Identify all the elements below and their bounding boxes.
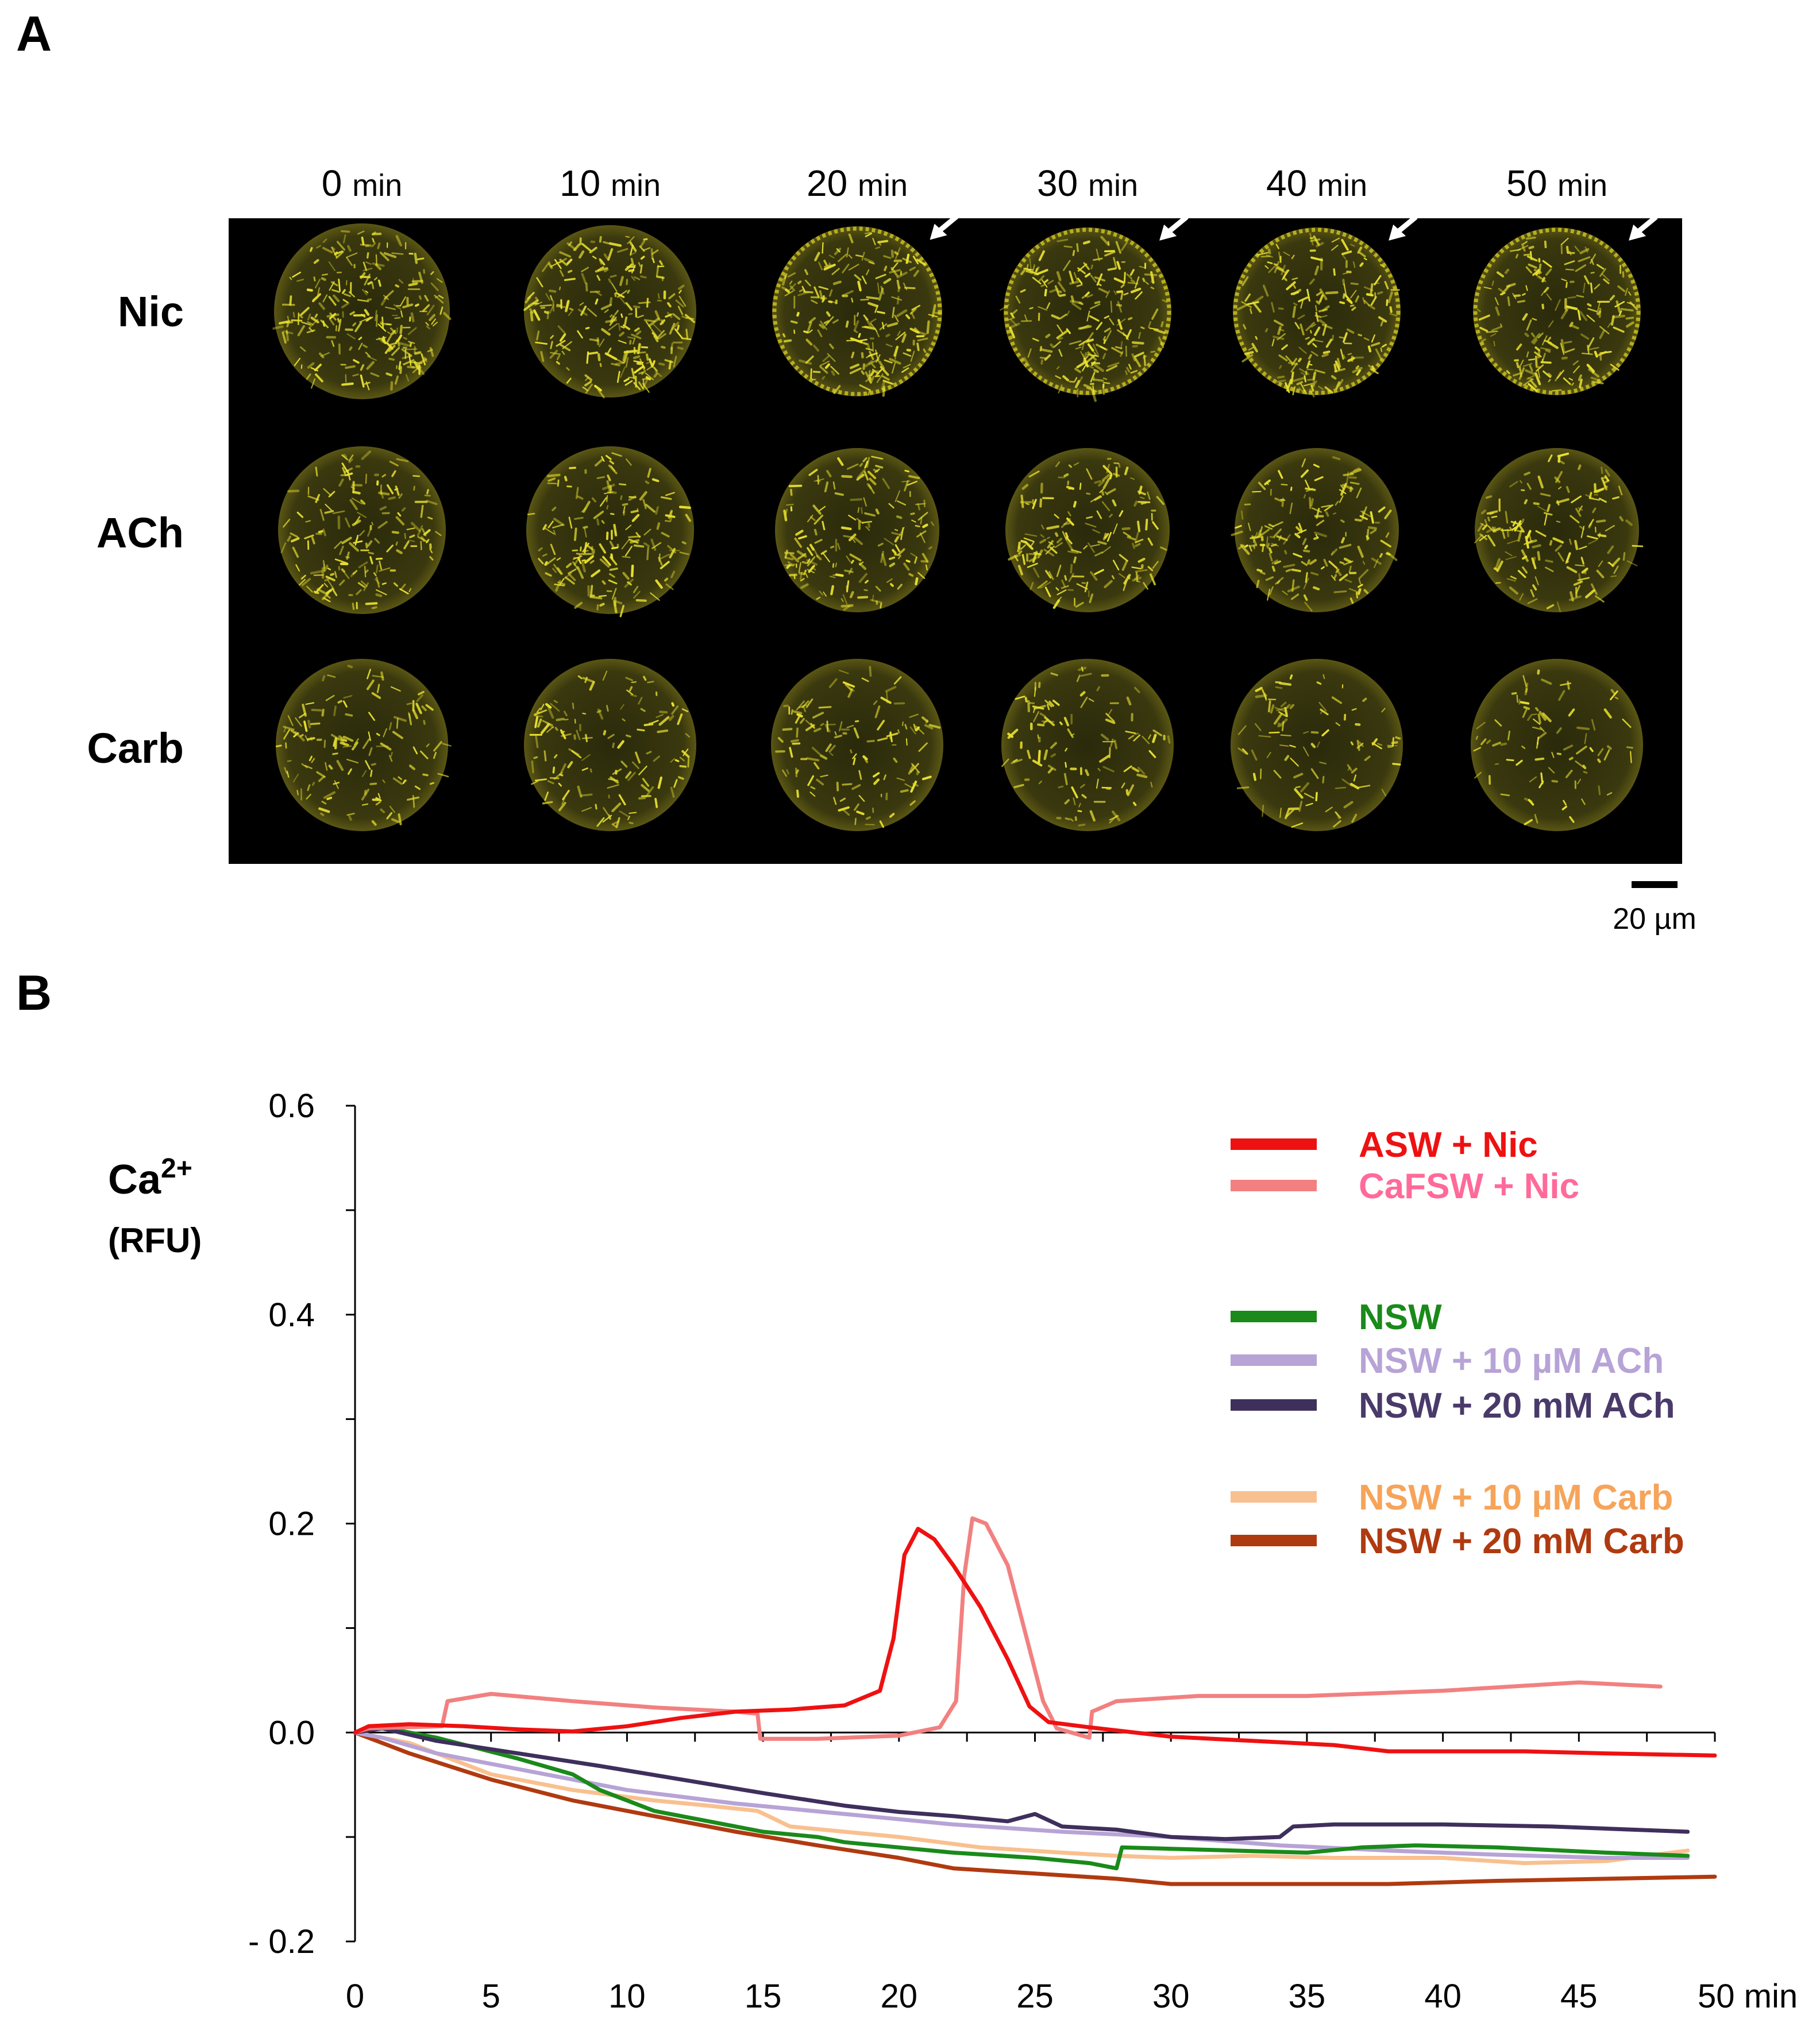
arrow-icon (1389, 218, 1418, 241)
x-tick-label: 20 (881, 1978, 918, 2015)
row-label-nic: Nic (117, 288, 184, 335)
x-tick-label: 5 (482, 1978, 500, 2015)
y-tick-label: 0.0 (268, 1714, 315, 1751)
series-line-cafsw-nic (353, 1516, 1663, 1741)
legend-entry: NSW + 20 mM Carb (1359, 1522, 1684, 1561)
disc-nic-10-min (523, 225, 696, 399)
panel-b-label: B (16, 966, 52, 1021)
time-label-10-min: 10 min (560, 163, 661, 204)
arrow-icon (1159, 218, 1189, 241)
legend-entry: NSW + 10 µM Carb (1359, 1478, 1673, 1518)
series-line-nsw-10-m-carb (353, 1730, 1690, 1866)
chart-series (353, 1516, 1717, 1886)
microscopy-image (272, 218, 1658, 831)
time-label-0-min: 0 min (321, 163, 403, 204)
scale-bar-label: 20 µm (1613, 902, 1696, 936)
disc-nic-0-min (272, 223, 452, 399)
legend-entry: NSW + 20 mM ACh (1359, 1386, 1675, 1426)
disc-carb-40-min (1231, 659, 1403, 831)
x-tick-label: 15 (745, 1978, 782, 2015)
disc-ach-30-min (1005, 448, 1170, 612)
disc-nic-20-min (772, 218, 959, 397)
disc-carb-50-min (1471, 659, 1643, 831)
legend-entry: ASW + Nic (1359, 1125, 1538, 1165)
disc-nic-50-min (1473, 218, 1658, 395)
legend-entry: NSW + 10 µM ACh (1359, 1341, 1664, 1381)
disc-carb-0-min (275, 659, 452, 831)
disc-ach-10-min (526, 446, 694, 617)
time-label-20-min: 20 min (807, 163, 908, 204)
series-line-nsw (353, 1725, 1690, 1871)
legend-entry: CaFSW + Nic (1359, 1167, 1579, 1206)
arrow-icon (1629, 218, 1658, 241)
disc-ach-20-min (775, 448, 939, 612)
y-tick-label: 0.6 (268, 1087, 315, 1125)
disc-ach-0-min (278, 446, 446, 614)
panel-a-label: A (16, 6, 52, 61)
series-line-nsw-20-mm-carb (353, 1730, 1717, 1886)
calcium-line-chart: Ca2+ (RFU) - 0.2 0.0 0.2 0.4 0.6 0 5 10 15 20 25 30… (108, 1087, 1798, 2015)
x-tick-label: 40 (1424, 1978, 1462, 2015)
x-tick-label: 10 (608, 1978, 646, 2015)
x-tick-label: 0 (346, 1978, 364, 2015)
y-tick-label: 0.2 (268, 1505, 315, 1543)
microscopy-panel (229, 218, 1682, 864)
row-label-carb: Carb (87, 724, 184, 772)
x-tick-label: 50 min (1698, 1978, 1798, 2015)
arrow-icon (930, 218, 959, 240)
x-tick-label: 45 (1560, 1978, 1598, 2015)
time-label-50-min: 50 min (1506, 163, 1607, 204)
y-axis-label: Ca2+ (RFU) (108, 1153, 202, 1260)
disc-carb-20-min (771, 659, 943, 831)
time-label-30-min: 30 min (1037, 163, 1138, 204)
disc-nic-30-min (1000, 218, 1189, 402)
disc-ach-50-min (1474, 448, 1644, 612)
row-label-ach: ACh (96, 509, 184, 557)
time-label-40-min: 40 min (1266, 163, 1367, 204)
disc-ach-40-min (1231, 448, 1399, 612)
series-line-asw-nic (353, 1527, 1717, 1758)
series-line-nsw-20-mm-ach (353, 1726, 1690, 1842)
x-tick-label: 25 (1016, 1978, 1054, 2015)
disc-nic-40-min (1233, 218, 1418, 397)
scale-bar (1632, 881, 1678, 888)
x-tick-label: 30 (1152, 1978, 1190, 2015)
legend-entry: NSW (1359, 1298, 1442, 1337)
y-axis-label-main: Ca2+ (108, 1153, 192, 1203)
series-line-nsw-10-m-ach (353, 1730, 1690, 1860)
disc-carb-10-min (524, 659, 696, 831)
y-tick-label: 0.4 (268, 1296, 315, 1334)
y-axis-label-unit: (RFU) (108, 1221, 202, 1260)
y-tick-label: - 0.2 (248, 1923, 315, 1960)
x-tick-label: 35 (1289, 1978, 1326, 2015)
disc-carb-30-min (1001, 659, 1174, 831)
